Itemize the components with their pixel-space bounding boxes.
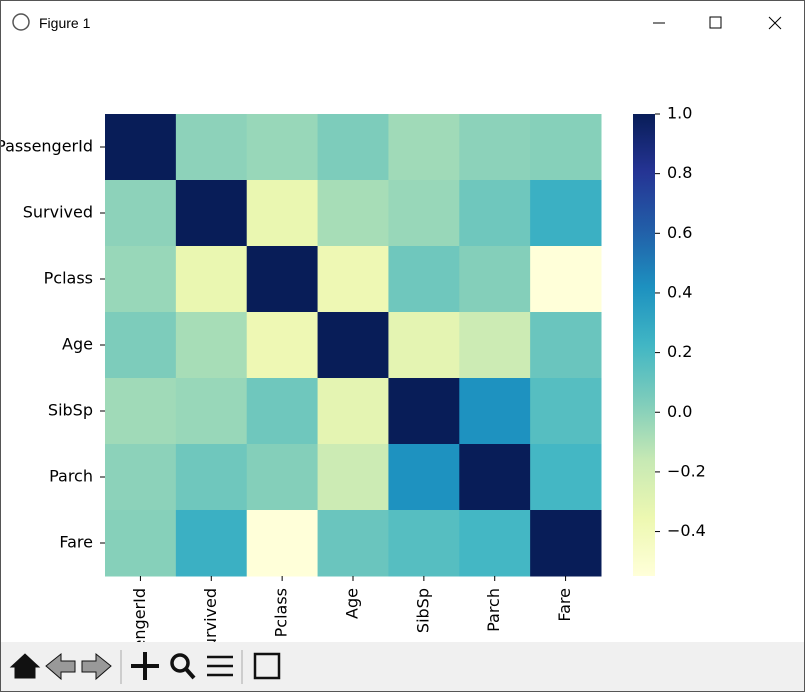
heatmap-cell <box>317 246 389 313</box>
app-icon <box>12 13 30 31</box>
close[interactable] <box>768 16 782 30</box>
heatmap-cell <box>317 114 389 181</box>
back-button[interactable] <box>45 652 76 681</box>
x-tick-label: Parch <box>484 588 503 632</box>
x-tick-label: Age <box>343 588 362 619</box>
maximize[interactable] <box>709 16 722 29</box>
x-tick-label: Pclass <box>272 588 291 637</box>
y-tick-label: Parch <box>49 467 93 486</box>
heatmap-cell <box>246 246 319 313</box>
colorbar-tick-label: 0.2 <box>667 342 692 361</box>
heatmap-cell <box>105 312 177 379</box>
heatmap-cell <box>459 114 531 181</box>
heatmap-cell <box>105 510 177 577</box>
heatmap-cell <box>388 444 460 511</box>
configure-button[interactable] <box>207 655 233 677</box>
heatmap-cell <box>246 312 319 379</box>
figure: PassengerId Survived Pclass Age SibSp Parch Fa… <box>1 104 706 643</box>
heatmap-cell <box>388 180 460 247</box>
forward-button[interactable] <box>81 652 112 681</box>
heatmap-cell <box>530 510 602 577</box>
toolbar-icons <box>9 650 281 684</box>
x-tick-label: Survived <box>201 588 220 642</box>
heatmap-cell <box>105 378 177 445</box>
heatmap-cell <box>317 312 389 379</box>
heatmap-cell <box>388 510 460 577</box>
title-bar: Figure 1 <box>1 1 804 45</box>
heatmap-cell <box>175 246 248 313</box>
x-tick-label: PassengerId <box>130 588 149 642</box>
colorbar-tick-label: −0.2 <box>667 461 706 480</box>
heatmap-cell <box>530 246 602 313</box>
pan-button[interactable] <box>131 652 159 680</box>
heatmap-cell <box>530 378 602 445</box>
y-tick-label: SibSp <box>48 401 93 420</box>
y-tick-label: Survived <box>23 203 93 222</box>
toolbar <box>1 642 804 691</box>
colorbar-tick-label: 0.0 <box>667 402 692 421</box>
heatmap-cell <box>317 444 389 511</box>
heatmap-cell <box>175 180 248 247</box>
heatmap-cell <box>530 312 602 379</box>
colorbar-tick-label: −0.4 <box>667 521 706 540</box>
y-tick-label: Fare <box>59 533 93 552</box>
heatmap-cell <box>459 378 531 445</box>
x-tick-label: SibSp <box>413 588 432 633</box>
heatmap-cell <box>388 114 460 181</box>
heatmap-cell <box>317 180 389 247</box>
heatmap-cell <box>246 510 319 577</box>
heatmap-cell <box>388 378 460 445</box>
x-tick-label: Fare <box>555 588 574 622</box>
heatmap-cell <box>105 114 177 181</box>
heatmap-cell <box>105 180 177 247</box>
colorbar-tick-label: 0.6 <box>667 223 692 242</box>
heatmap-cell <box>530 180 602 247</box>
heatmap-cell <box>175 444 248 511</box>
heatmap-cell <box>459 246 531 313</box>
zoom-button[interactable] <box>170 653 190 673</box>
heatmap-cell <box>246 444 319 511</box>
heatmap-cell <box>459 510 531 577</box>
heatmap-cell <box>246 378 319 445</box>
heatmap-cell <box>175 114 248 181</box>
zoom-handle <box>184 667 196 680</box>
y-tick-label: Pclass <box>44 269 93 288</box>
heatmap-cell <box>105 444 177 511</box>
heatmap-cell <box>459 180 531 247</box>
title-bar-icons <box>12 13 782 31</box>
window-title: Figure 1 <box>39 15 91 31</box>
heatmap-cell <box>105 246 177 313</box>
colorbar <box>633 114 655 576</box>
heatmap-cell <box>175 312 248 379</box>
heatmap-cell <box>175 510 248 577</box>
heatmap-cell <box>459 444 531 511</box>
heatmap-cell <box>459 312 531 379</box>
colorbar-tick-label: 1.0 <box>667 104 692 123</box>
home-button[interactable] <box>9 653 41 679</box>
heatmap-cell <box>530 444 602 511</box>
y-tick-label: PassengerId <box>1 137 93 156</box>
heatmap-cell <box>388 312 460 379</box>
heatmap-cell <box>388 246 460 313</box>
heatmap-cell <box>317 510 389 577</box>
y-tick-label: Age <box>62 335 93 354</box>
heatmap-cell <box>246 114 319 181</box>
colorbar-tick-label: 0.4 <box>667 282 692 301</box>
colorbar-tick-label: 0.8 <box>667 163 692 182</box>
save-button[interactable] <box>253 652 281 680</box>
heatmap-cell <box>246 180 319 247</box>
heatmap-cell <box>530 114 602 181</box>
heatmap-cell <box>317 378 389 445</box>
heatmap-cell <box>175 378 248 445</box>
